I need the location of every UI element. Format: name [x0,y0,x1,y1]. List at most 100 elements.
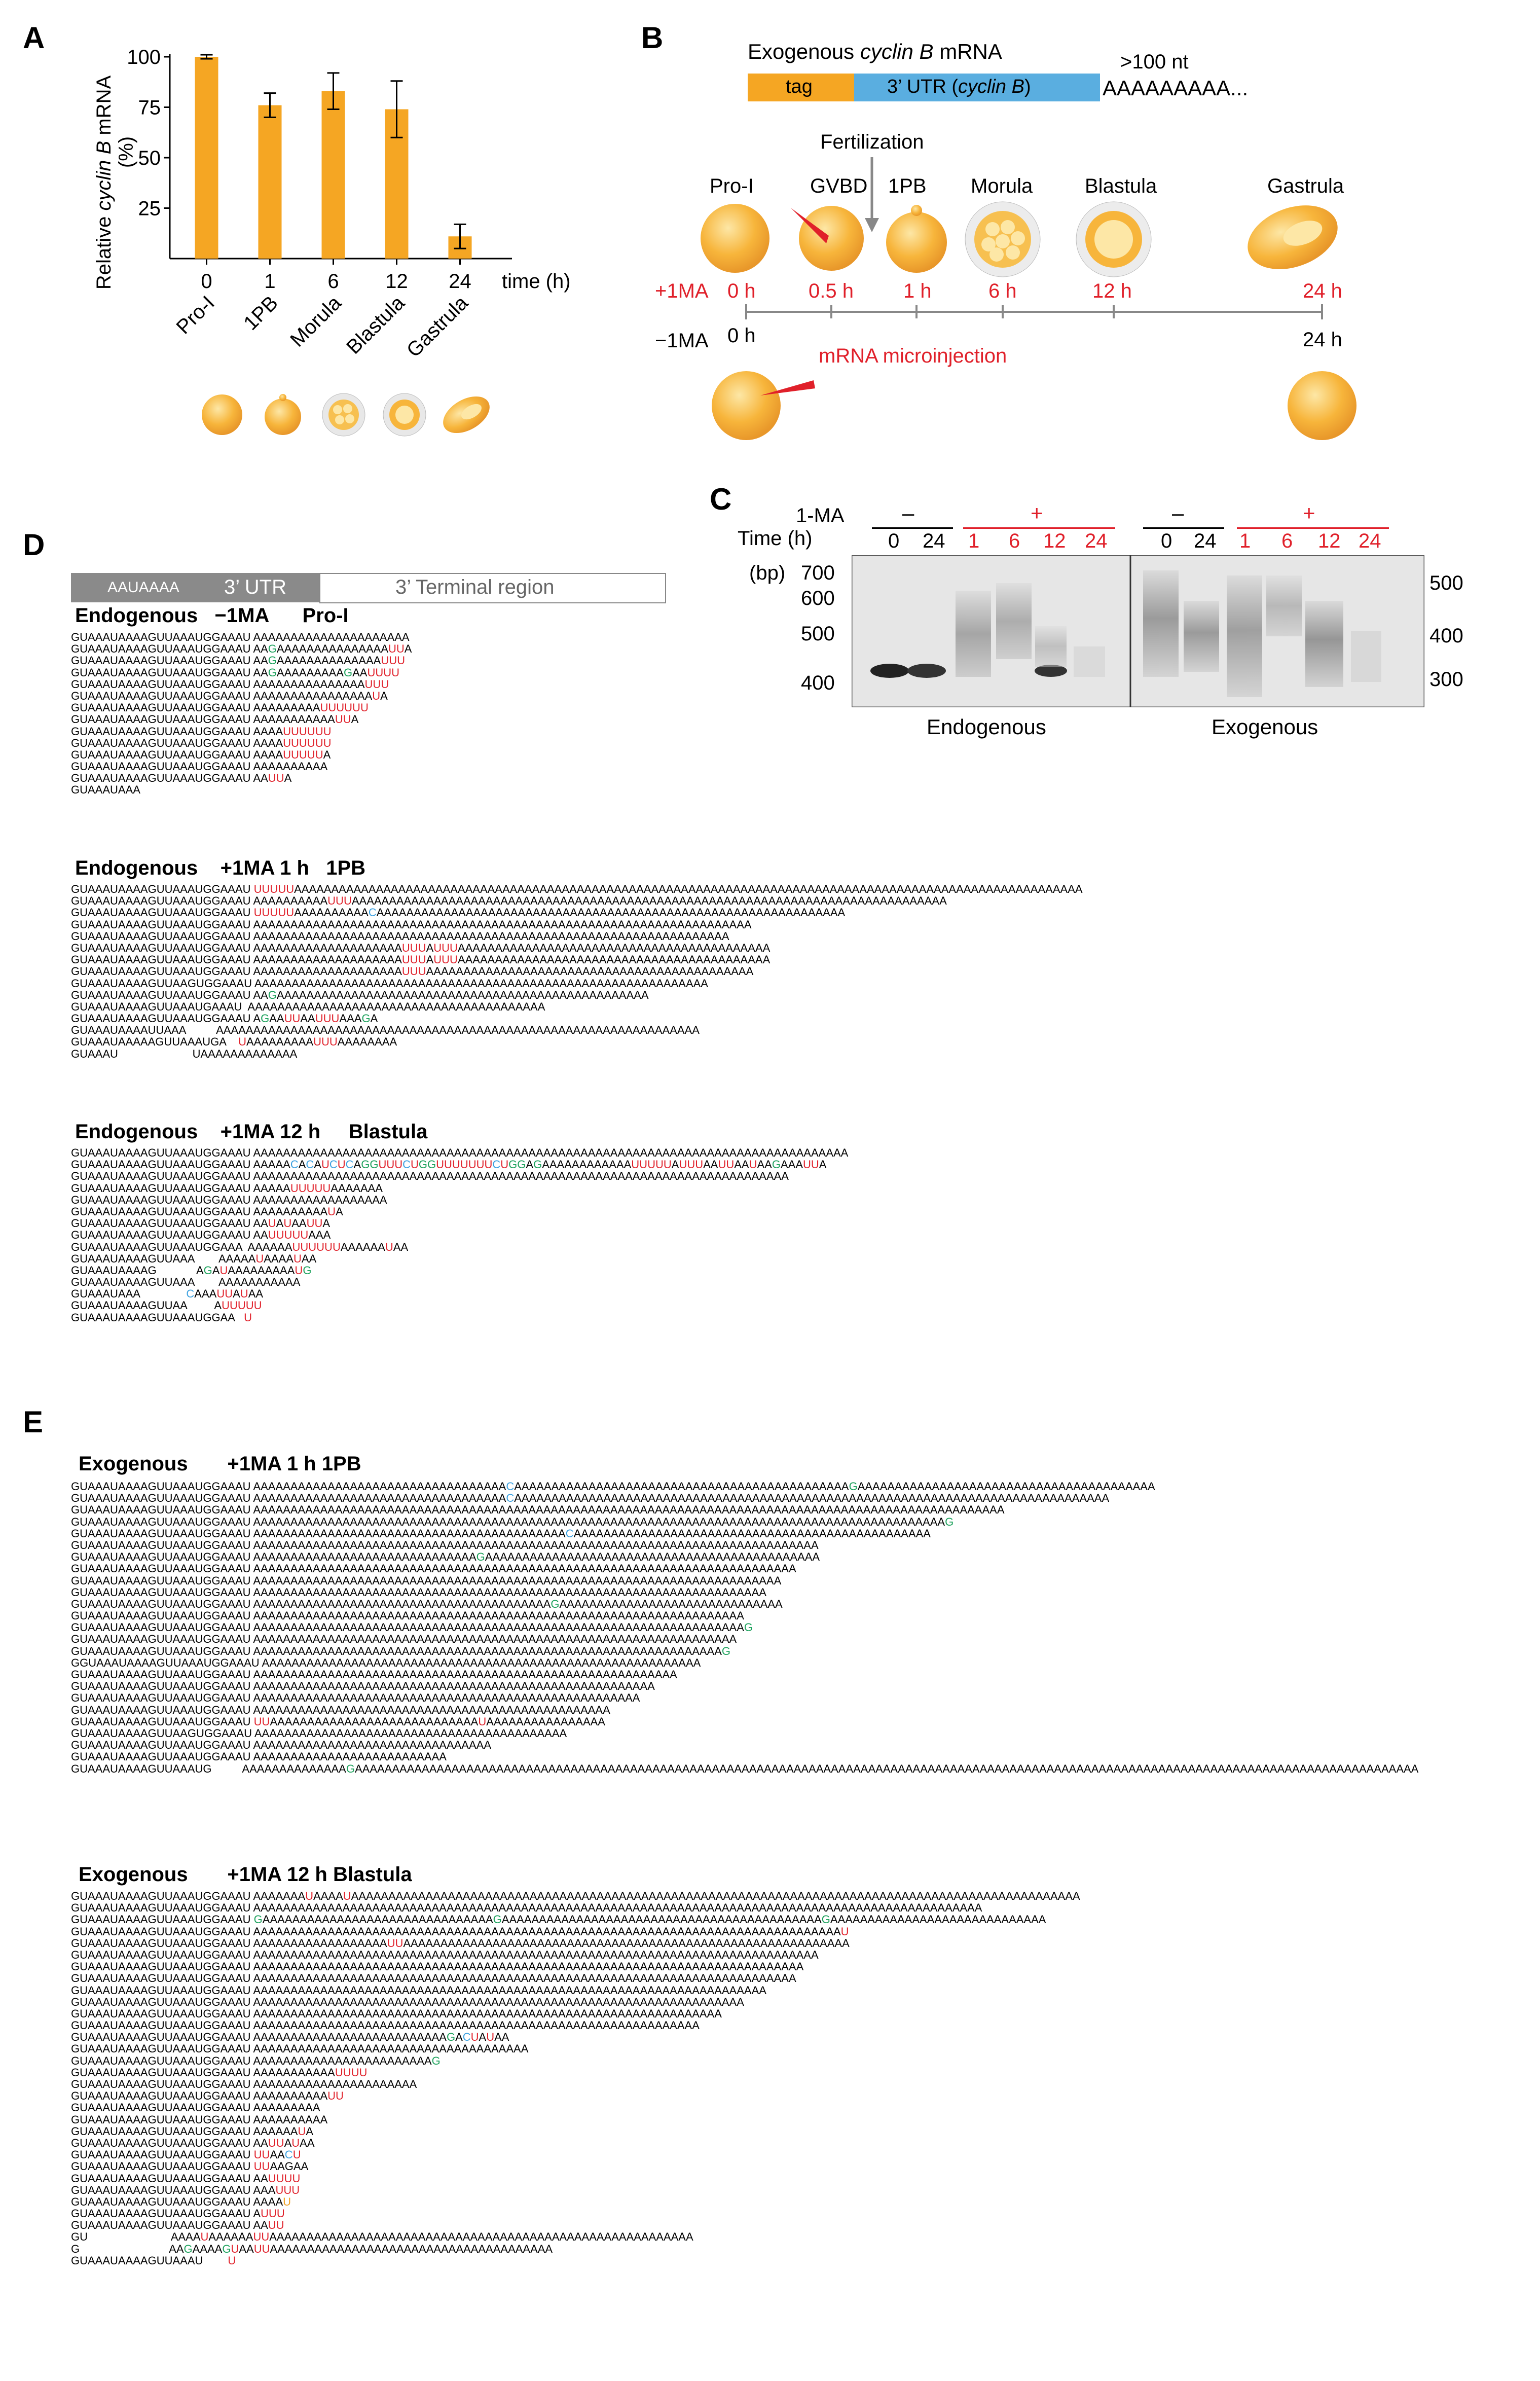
modified-nucleotide: UUU [315,1012,340,1025]
sequence-read: GUAAAUAAAAGUUAAAUGGAAAU AAAAAAAAAAAUUA [71,713,359,726]
lane-exo-1: 1 [1239,530,1251,552]
sequence-read: GUAAAUAAAAGUUAAAUGGAAAU AAAAAAAAAAAAAAAA… [71,1492,1110,1505]
sequence-read: GUAAAUAAAAGUUAAAUGGAAAU AUUU [71,2207,285,2220]
sequence-read: GUAAAUAAAAGUUAAAUGGAAAU AAAAAAAAAAAAAAAA… [71,1574,782,1587]
modified-nucleotide: UUU [401,965,426,978]
sequence-read: GUAAAUAAAAGUUAAAUGGAAAU AAAAAAAAAAAAAAAA… [71,1621,753,1634]
sequence-read: GUAAAUAAAAGUUAAAUGGAAAU AAAAAAAAAAAAAAAU… [71,677,389,691]
sequence-read: GUAAAUAAAAGUUAAAUGGAAAU AAAAAAAAAAAAAAAA… [71,2007,722,2020]
injected-egg-end [1288,371,1356,440]
modified-nucleotide: UUUU [335,2066,368,2079]
sequence-read: GUAAAUAAAAGUUAAAUGGAAAU AAAAUUUUUA [71,748,331,761]
modified-nucleotide: U [238,1035,246,1049]
sequence-read: GUAAAUAAAAGUUAAAUGGAAAU AAAAAAAAAAAAAAAA… [71,689,388,702]
sequence-read: GGUAAAUAAAAGUUAAAUGGAAAU AAAAAAAAAAAAAAA… [71,1656,701,1669]
sequence-read: GUAAAUAAA [71,783,140,797]
time-row-label: Time (h) [738,527,813,550]
modified-nucleotide: UU [387,1936,404,1950]
one-ma-row-label: 1-MA [796,504,845,527]
sequence-read: GUAAAUAAAAGUUAAAUGGAA U [71,1311,252,1324]
modified-nucleotide: G [493,1913,502,1926]
sequence-read: GUAAAUAAAAGUUAAAUGGAAAU AAAAAAAAAAAAAAAA… [71,1703,610,1716]
modified-nucleotide: UUUUU [631,1158,672,1171]
sequence-read: GUAAAUAAAAGUUAAAUGGAAAU AAAAAAAAAAAAAAAA… [71,1948,819,1961]
modified-nucleotide: U [372,689,381,702]
modified-nucleotide: U [283,1217,292,1230]
modified-nucleotide: C [402,1158,411,1171]
gel-caption-exogenous: Exogenous [1212,715,1318,739]
modified-nucleotide: C [462,2031,471,2044]
modified-nucleotide: G [772,1158,781,1171]
marker-r-300: 300 [1429,668,1463,691]
marker-r-400: 400 [1429,625,1463,647]
sequence-read: GUAAAUAAAAGUUAAAUGGAAAU AAGAAAAAAAAAGAAU… [71,666,400,679]
sequence-read: GUAAAUAAAAG AGAUAAAAAAAAAUG [71,1264,312,1277]
modified-nucleotide: UU [268,772,284,785]
modified-nucleotide: U [478,1715,487,1728]
modified-nucleotide: UU [284,1012,301,1025]
sequence-read: GUAAAUAAAAGUUAAAUGGAAAU AAAAAAAUAAAAUAAA… [71,1890,1080,1902]
utr-segment [854,74,1100,101]
bar [258,105,282,259]
marker-500: 500 [801,623,835,645]
legend-utr-label: 3’ UTR [224,576,286,598]
smear-exo-24p [1351,631,1381,682]
legend-polya-signal: AAUAAAA [107,579,179,596]
gastrula-icon [443,396,490,434]
y-axis-label: Relative cyclin B mRNA [93,76,115,290]
sequence-read: GUAAAUAAAAGUUAAAUGGAAAU AAAAAAAAAAAAAAAA… [71,1750,447,1763]
modified-nucleotide: UUU [275,2183,300,2196]
modified-nucleotide: G [222,2242,231,2255]
modified-nucleotide: G [551,1597,560,1610]
sequence-read: GUAAAUAAAAGUUAAAUGGAAAU AGAAUUAAUUUAAAGA [71,1012,378,1025]
sequence-read: GUAAAUAAAAGUUAAAUGGAAAU AAAAAAAAAAAAAAAA… [71,631,410,643]
modified-nucleotide: C [506,1480,515,1493]
stage-label-gastrula: Gastrula [1267,175,1344,197]
modified-nucleotide: G [268,988,277,1001]
minus-time-24: 24 h [1303,329,1342,351]
stage-label: Morula [286,292,346,351]
marker-400: 400 [801,672,835,694]
exo-minus-sign: – [1172,501,1184,525]
sequence-read: GUAAAUAAAAGUUAAAUGGAAAU AAAAAAAAAAAAAAAA… [71,1936,850,1950]
modified-nucleotide: UU [268,2219,284,2232]
sequence-read: GUAAAUAAAAGUUAAAUGGAAAU AAAAAAAAAAAAAAAA… [71,2019,700,2032]
y-tick-label: 100 [127,46,161,68]
gastrula-icon [1248,205,1338,269]
sequence-read: GUAAAUAAAAGUUAAAUGGAAAU AAUUAUAA [71,2136,315,2149]
modified-nucleotide: U [228,2254,236,2267]
plus-1ma-label: +1MA [655,280,709,302]
modified-nucleotide: C [565,1527,574,1540]
modified-nucleotide: C [506,1492,515,1505]
band-endo-12 [1035,665,1067,677]
modified-nucleotide: U [749,1158,757,1171]
modified-nucleotide: C [290,1158,299,1171]
modified-nucleotide: UU [388,642,405,656]
sequence-read: GUAAAUAAAAGUUAAAUGGAAAU AAAAAUUUUUAAAAAA… [71,1181,383,1195]
sequence-read: GUAAAUAAAAGUUAAAUGGAAAU AAUU [71,2219,284,2232]
exo-plus-bar [1237,527,1389,529]
plus-time-12: 12 h [1092,280,1132,302]
bar [195,57,218,259]
modified-nucleotide: U [268,1217,276,1230]
modified-nucleotide: G [476,1550,485,1564]
modified-nucleotide: U [500,1158,509,1171]
sequence-read: G AAGAAAAGUAAUUAAAAAAAAAAAAAAAAAAAAAAAAA… [71,2242,553,2255]
smear-endo-6 [996,583,1032,659]
modified-nucleotide: UUUU [268,2172,301,2185]
modified-nucleotide: U [321,1158,329,1171]
stage-label: Gastrula [402,292,473,362]
sequence-read: GUAAAUAAAAUUAAA AAAAAAAAAAAAAAAAAAAAAAAA… [71,1024,700,1037]
modified-nucleotide: G [849,1480,858,1493]
sequence-read: GUAAAUAAAAGUUAAAUGGAAAU AAAAAAAAAAAAAAAA… [71,1983,766,1997]
sequence-read: GUAAAUAAAAGUUAAAUGGAAAU AAAAAAAAAAAAAAAA… [71,1480,1155,1493]
sequence-read: GUAAAUAAAAGUUAAAUG AAAAAAAAAAAAAAGAAAAAA… [71,1762,1419,1775]
sequence-read: GUAAAUAAAAGUUAAAUGGAAAU AAUUUU [71,2172,301,2185]
sequence-read: GUAAAUAAAAGUUAAAUGGAAAU AAAAAAAAAAAAAAAA… [71,918,752,931]
modified-nucleotide: UUU [679,1158,704,1171]
sequence-alignment: GUAAAUAAAAGUUAAAUGGAAAU UUUUUAAAAAAAAAAA… [71,883,1083,1060]
sequence-read: GUAAAUAAAAGUUAAAUGGAAAU AAAAAAAAAAUA [71,1205,343,1218]
modified-nucleotide: U [283,2195,291,2208]
modified-nucleotide: UUU [313,1035,338,1049]
sequence-group-title: Exogenous +1MA 12 h Blastula [79,1863,412,1886]
